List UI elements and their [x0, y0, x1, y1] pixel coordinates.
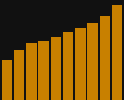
Bar — [87, 23, 98, 100]
Bar — [26, 43, 37, 100]
Bar — [100, 16, 110, 100]
Bar — [63, 32, 73, 100]
Bar — [112, 5, 123, 100]
Bar — [51, 37, 61, 100]
Bar — [1, 60, 12, 100]
Bar — [14, 50, 24, 100]
Bar — [38, 41, 49, 100]
Bar — [75, 28, 86, 100]
